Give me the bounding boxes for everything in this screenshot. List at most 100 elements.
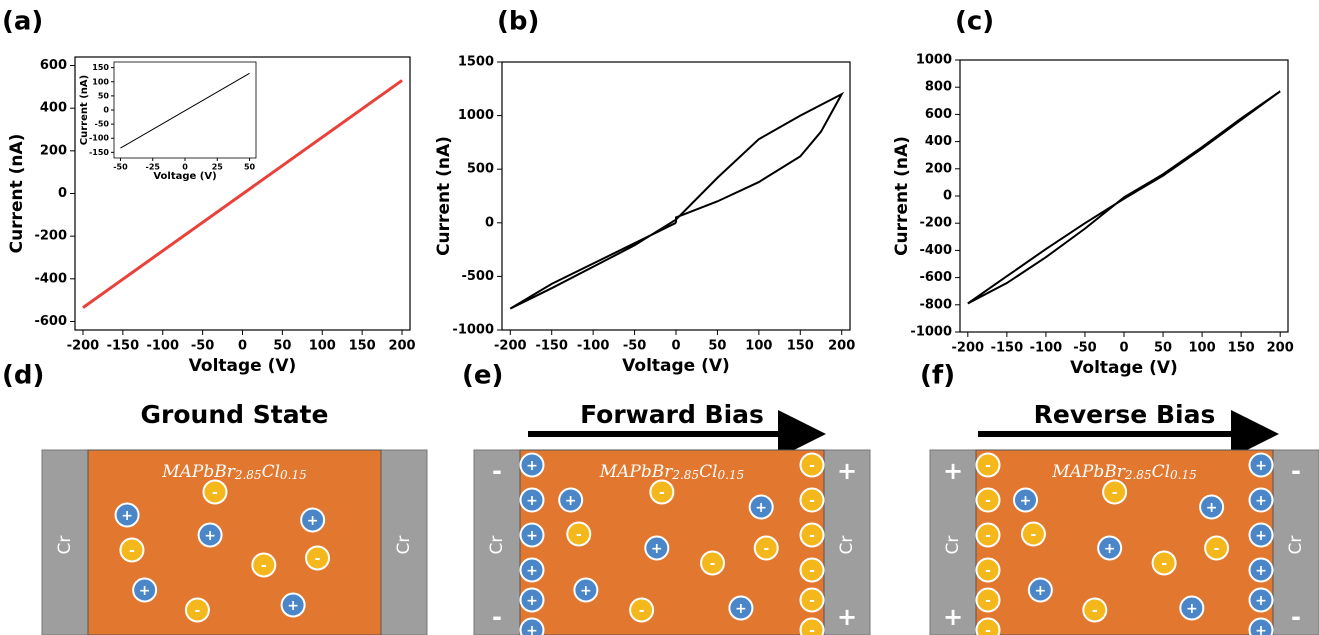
ion-sign: + bbox=[526, 528, 538, 544]
y-tick-label: -200 bbox=[919, 216, 952, 231]
ion-sign: + bbox=[121, 508, 133, 524]
y-axis-title: Current (nA) bbox=[434, 136, 454, 256]
cation-ion: + bbox=[1014, 489, 1037, 512]
y-tick-label: 1000 bbox=[458, 108, 494, 123]
x-tick-label: -50 bbox=[191, 339, 215, 354]
y-tick-label: -100 bbox=[89, 134, 109, 143]
ion-sign: - bbox=[809, 623, 815, 635]
ion-sign: - bbox=[1031, 527, 1037, 543]
ion-sign: + bbox=[1255, 593, 1267, 609]
cation-ion: + bbox=[1029, 579, 1052, 602]
y-tick-label: 100 bbox=[92, 77, 109, 86]
ion-sign: + bbox=[1255, 458, 1267, 474]
y-tick-label: 0 bbox=[943, 189, 952, 204]
diagram-title: Reverse Bias bbox=[1034, 400, 1216, 429]
x-tick-label: 0 bbox=[1119, 341, 1128, 356]
cation-ion: + bbox=[1250, 454, 1273, 477]
ion-sign: + bbox=[1186, 601, 1198, 617]
ion-sign: - bbox=[809, 563, 815, 579]
cation-ion: + bbox=[521, 454, 544, 477]
cation-ion: + bbox=[521, 489, 544, 512]
ion-sign: + bbox=[287, 598, 299, 614]
x-tick-label: 150 bbox=[349, 339, 376, 354]
cation-ion: + bbox=[1098, 537, 1121, 560]
electrode-label: Cr bbox=[943, 536, 963, 555]
y-tick-label: -200 bbox=[34, 229, 67, 244]
material-part: 2.85 bbox=[234, 468, 262, 482]
y-tick-label: -1000 bbox=[910, 325, 952, 340]
y-tick-label: -800 bbox=[919, 297, 952, 312]
material-part: 2.85 bbox=[671, 468, 699, 482]
x-tick-label: 200 bbox=[388, 339, 415, 354]
ion-sign: - bbox=[1161, 556, 1167, 572]
material-part: MAPbBr bbox=[161, 462, 235, 482]
ion-sign: - bbox=[194, 603, 200, 619]
ion-sign: + bbox=[1255, 563, 1267, 579]
cation-ion: + bbox=[1250, 619, 1273, 635]
anion-ion: - bbox=[801, 489, 824, 512]
cation-ion: + bbox=[521, 619, 544, 635]
ion-sign: - bbox=[985, 528, 991, 544]
anion-ion: - bbox=[1022, 523, 1045, 546]
y-tick-label: -500 bbox=[461, 269, 494, 284]
anion-ion: - bbox=[977, 454, 1000, 477]
ion-sign: - bbox=[809, 458, 815, 474]
ion-sign: - bbox=[985, 458, 991, 474]
cation-ion: + bbox=[729, 597, 752, 620]
anion-ion: - bbox=[755, 537, 778, 560]
y-tick-label: 50 bbox=[98, 91, 110, 100]
cation-ion: + bbox=[521, 589, 544, 612]
x-tick-label: 150 bbox=[1228, 341, 1255, 356]
cation-ion: + bbox=[133, 579, 156, 602]
ion-sign: - bbox=[639, 603, 645, 619]
x-axis-title: Voltage (V) bbox=[622, 356, 730, 376]
polarity-sign: - bbox=[1291, 603, 1301, 631]
ion-sign: + bbox=[526, 563, 538, 579]
x-tick-label: -50 bbox=[623, 339, 647, 354]
ion-sign: - bbox=[809, 593, 815, 609]
material-part: Cl bbox=[262, 462, 280, 482]
ion-sign: + bbox=[735, 601, 747, 617]
ion-sign: + bbox=[526, 493, 538, 509]
plot-frame bbox=[960, 60, 1288, 332]
y-tick-label: 600 bbox=[925, 107, 952, 122]
ion-sign: - bbox=[576, 527, 582, 543]
ion-sign: - bbox=[985, 493, 991, 509]
anion-ion: - bbox=[186, 599, 209, 622]
y-tick-label: -50 bbox=[95, 120, 110, 129]
ion-sign: - bbox=[985, 593, 991, 609]
y-tick-label: 200 bbox=[40, 143, 67, 158]
x-tick-label: 50 bbox=[708, 339, 726, 354]
x-tick-label: -200 bbox=[952, 341, 985, 356]
panel-label: (d) bbox=[2, 361, 44, 391]
cation-ion: + bbox=[1250, 489, 1273, 512]
ion-sign: + bbox=[565, 493, 577, 509]
cation-ion: + bbox=[1200, 496, 1223, 519]
material-part: 0.15 bbox=[718, 468, 745, 482]
panel-label: (b) bbox=[497, 7, 539, 37]
y-tick-label: 400 bbox=[40, 101, 67, 116]
ion-sign: + bbox=[204, 528, 216, 544]
electrode-label: Cr bbox=[55, 536, 75, 555]
y-tick-label: -400 bbox=[919, 243, 952, 258]
anion-ion: - bbox=[801, 524, 824, 547]
polarity-sign: - bbox=[1291, 457, 1301, 485]
ion-sign: + bbox=[1255, 528, 1267, 544]
anion-ion: - bbox=[1083, 599, 1106, 622]
x-tick-label: 0 bbox=[671, 339, 680, 354]
x-tick-label: 100 bbox=[309, 339, 336, 354]
ion-sign: + bbox=[1255, 623, 1267, 635]
anion-ion: - bbox=[567, 523, 590, 546]
cation-ion: + bbox=[574, 579, 597, 602]
anion-ion: - bbox=[801, 619, 824, 635]
y-tick-label: 150 bbox=[92, 63, 109, 72]
x-axis-title: Voltage (V) bbox=[153, 171, 216, 182]
y-tick-label: 400 bbox=[925, 134, 952, 149]
anion-ion: - bbox=[977, 489, 1000, 512]
ion-sign: + bbox=[139, 583, 151, 599]
ion-sign: - bbox=[1214, 541, 1220, 557]
anion-ion: - bbox=[650, 481, 673, 504]
anion-ion: - bbox=[801, 454, 824, 477]
cation-ion: + bbox=[1250, 559, 1273, 582]
x-tick-label: 200 bbox=[1267, 341, 1294, 356]
